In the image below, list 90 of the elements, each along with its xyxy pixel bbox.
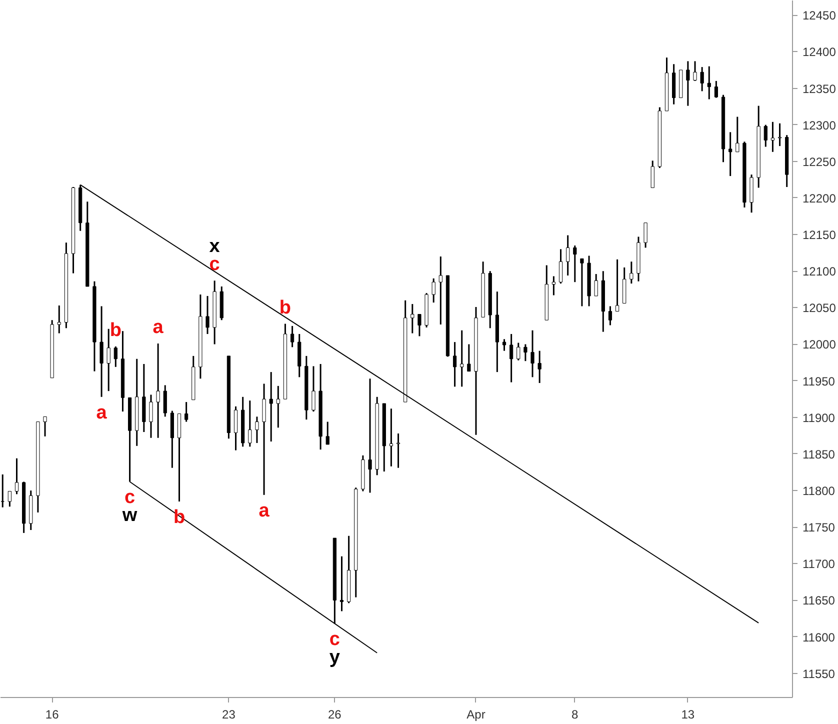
x-tick-label: 13 [681, 708, 695, 722]
candlestick [410, 303, 414, 334]
candlestick [255, 416, 259, 444]
candlestick [396, 432, 400, 469]
candlestick [460, 330, 464, 388]
candlestick [693, 60, 697, 82]
y-tick-label: 12300 [802, 118, 836, 132]
candlestick [43, 416, 47, 438]
candlestick [156, 342, 160, 439]
y-tick-label: 11700 [802, 557, 836, 572]
candlestick [467, 343, 471, 372]
candlestick [558, 248, 563, 284]
y-tick-label: 11900 [802, 410, 836, 425]
annotation: a [258, 500, 270, 522]
candlestick [100, 305, 104, 398]
candlestick [262, 382, 266, 496]
candlestick [516, 342, 520, 362]
candlestick [234, 406, 238, 452]
annotation: b [110, 320, 122, 341]
candlestick [538, 350, 542, 384]
candlestick [432, 278, 436, 304]
candlestick [114, 346, 118, 368]
candlestick [149, 394, 153, 439]
candlestick [580, 258, 584, 307]
x-tick-label: Apr [466, 708, 486, 722]
candlestick [770, 121, 775, 153]
candlestick [389, 408, 394, 468]
y-tick-label: 12100 [802, 264, 836, 279]
candlestick [276, 385, 280, 428]
candlestick [530, 330, 534, 378]
y-tick-label: 11650 [802, 594, 836, 608]
candlestick [608, 305, 612, 326]
candlestick [707, 66, 711, 100]
candlestick [312, 365, 316, 412]
x-tick-label: 23 [222, 708, 236, 722]
candlestick [510, 333, 514, 384]
candlestick [700, 66, 704, 92]
x-tick-label: 8 [572, 708, 579, 722]
candlestick [290, 325, 294, 348]
candlestick [615, 258, 620, 312]
candlestick [594, 273, 598, 297]
y-tick-label: 11600 [802, 630, 836, 644]
y-tick-label: 11750 [802, 520, 836, 535]
candlestick [552, 275, 556, 296]
y-tick-label: 12150 [802, 228, 836, 242]
candlestick [368, 378, 372, 494]
candlestick [57, 304, 61, 334]
annotation: a [96, 402, 108, 424]
candlestick [163, 384, 167, 418]
x-tick-label: 26 [328, 708, 342, 722]
y-tick-label: 12400 [802, 45, 836, 60]
candlestick [502, 338, 506, 352]
candlestick [644, 222, 648, 248]
candlestick [764, 124, 768, 148]
y-tick-label: 12200 [802, 191, 836, 206]
candlestick [106, 328, 110, 392]
y-tick-label: 11950 [802, 374, 836, 388]
candlestick [340, 556, 344, 612]
candlestick [630, 260, 634, 284]
candlestick [650, 160, 654, 188]
candlestick [248, 400, 252, 448]
candlestick [0, 474, 4, 508]
y-tick-label: 11800 [802, 484, 836, 498]
candlestick [418, 314, 422, 337]
y-tick-label: 11850 [802, 447, 836, 462]
candlestick [778, 122, 782, 147]
candlestick [184, 401, 188, 423]
y-tick-label: 12250 [802, 154, 836, 169]
candlestick [524, 343, 528, 362]
candlestick [686, 60, 690, 107]
candlestick [736, 116, 740, 153]
candlestick [452, 341, 457, 388]
annotation: b [279, 297, 292, 318]
candlestick [14, 458, 19, 495]
candlestick [438, 256, 442, 326]
annotation: a [152, 317, 164, 338]
y-tick-label: 12000 [802, 338, 836, 352]
x-tick-label: 16 [45, 708, 60, 722]
y-tick-label: 12350 [802, 82, 836, 96]
candlestick [714, 80, 718, 99]
candlestick [269, 371, 273, 442]
candlestick [206, 295, 210, 335]
candlestick [728, 131, 732, 177]
y-tick-label: 12050 [802, 301, 836, 316]
candlestick [326, 421, 330, 446]
candlestick [8, 490, 12, 508]
candlestick [566, 234, 570, 276]
y-tick-label: 12450 [802, 8, 836, 23]
candlestick [573, 244, 577, 283]
y-tick-label: 11550 [802, 666, 836, 681]
